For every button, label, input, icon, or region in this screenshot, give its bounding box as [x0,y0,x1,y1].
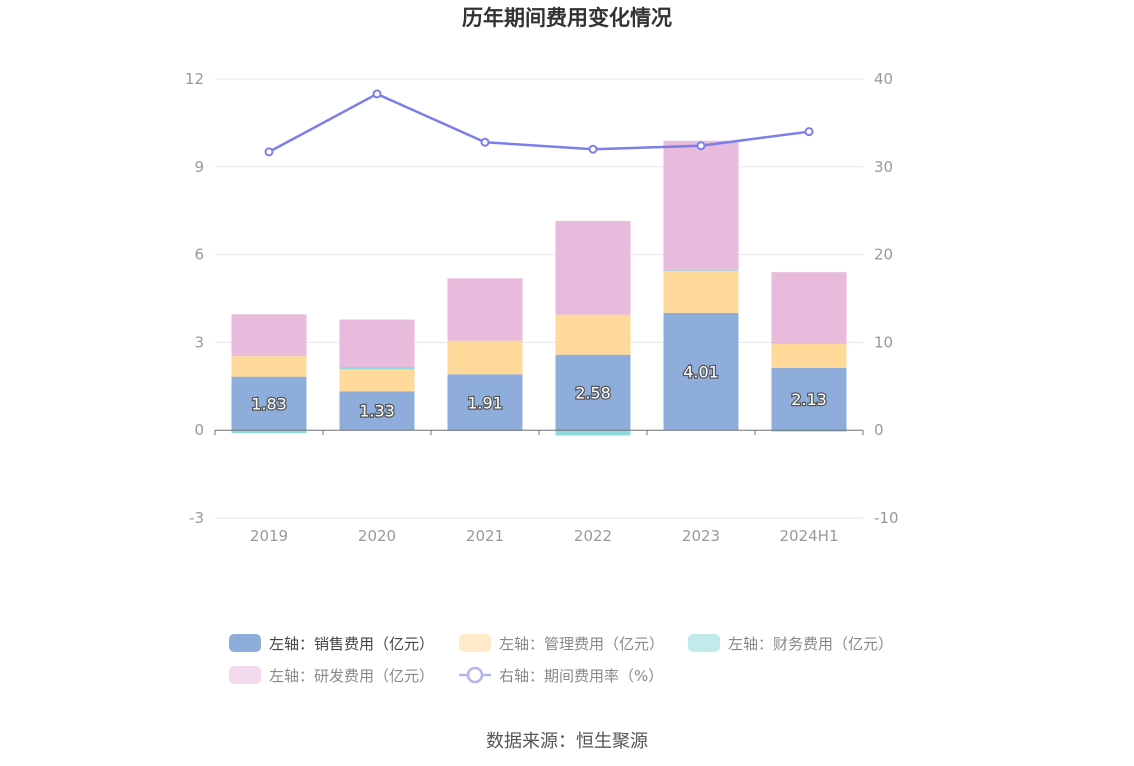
legend-label: 左轴：财务费用（亿元） [728,635,893,653]
legend-item-admin[interactable]: 左轴：管理费用（亿元） [459,634,664,653]
x-tick-label: 2020 [358,527,396,545]
legend-label: 右轴：期间费用率（%） [499,667,663,685]
bar-finance [663,270,739,271]
legend-swatch [459,634,491,652]
bar-admin [771,343,847,368]
line-layer [264,89,814,157]
y-left-tick-label: 0 [194,421,204,439]
bar-finance [771,430,847,432]
data-label-sales: 1.33 [359,402,395,421]
y-left-tick-label: 9 [194,158,204,176]
bar-admin [339,369,415,392]
data-label-sales: 2.58 [575,383,611,402]
bar-rnd [447,278,523,341]
y-left-tick-label: 6 [194,246,204,264]
legend-item-finance[interactable]: 左轴：财务费用（亿元） [688,634,893,653]
y-left-tick-label: 12 [185,70,204,88]
bar-rnd [771,272,847,344]
x-tick-label: 2019 [250,527,288,545]
bar-sales [771,367,847,431]
y-right-tick-label: -10 [874,509,899,527]
legend-label: 左轴：管理费用（亿元） [499,635,664,653]
legend-swatch [688,634,720,652]
point-rate [372,89,382,99]
legend-swatch [229,666,261,684]
bar-sales [447,374,523,431]
point-rate [588,144,598,154]
grid-layer [215,78,863,519]
bar-admin [447,340,523,375]
bar-sales [555,354,631,431]
bar-finance [339,366,415,370]
data-label-sales: 1.83 [251,394,287,413]
x-tick-label: 2024H1 [780,527,839,545]
x-tick-label: 2021 [466,527,504,545]
bar-rnd [555,220,631,315]
point-rate [696,141,706,151]
legend-item-sales[interactable]: 左轴：销售费用（亿元） [229,634,434,653]
legend-swatch [229,634,261,652]
point-rate [804,127,814,137]
data-label-sales: 4.01 [683,363,719,382]
y-right-tick-label: 40 [874,70,893,88]
line-rate [268,92,810,153]
bar-rnd [663,140,739,271]
legend-item-rnd[interactable]: 左轴：研发费用（亿元） [229,666,434,685]
bar-finance [555,430,631,436]
bar-finance [231,430,307,434]
bar-admin [663,270,739,313]
point-rate [264,147,274,157]
bar-admin [231,356,307,377]
legend-label: 左轴：研发费用（亿元） [269,667,434,685]
legend-swatch-point [466,666,484,684]
y-left-tick-label: 3 [194,333,204,351]
legend-item-rate[interactable]: 右轴：期间费用率（%） [459,666,663,685]
label-layer: 1.83 1.33 1.91 2.58 4.01 2.13 [250,361,828,422]
data-label-sales: 1.91 [467,393,503,412]
bar-rnd [339,319,415,367]
x-tick-label: 2023 [682,527,720,545]
bar-sales [339,391,415,431]
legend-label: 左轴：销售费用（亿元） [269,635,434,653]
point-rate [480,137,490,147]
legend: 左轴：销售费用（亿元） 左轴：管理费用（亿元） 左轴：财务费用（亿元） 左轴：研发费用… [229,634,893,685]
x-tick-label: 2022 [574,527,612,545]
y-right-tick-label: 20 [874,246,893,264]
bar-sales [663,312,739,431]
y-right-tick-label: 30 [874,158,893,176]
source-note: 数据来源：恒生聚源 [486,731,648,752]
y-right-tick-label: 0 [874,421,884,439]
chart-title: 历年期间费用变化情况 [462,6,672,30]
bar-rnd [231,314,307,357]
data-label-sales: 2.13 [791,390,827,409]
bar-layer [231,140,847,436]
y-left-tick-label: -3 [189,509,204,527]
bar-sales [231,376,307,431]
axis-layer: -3 0 3 6 9 12 -10 0 10 20 30 40 2019 2020 2021 2022 2023… [185,70,899,545]
y-right-tick-label: 10 [874,333,893,351]
bar-admin [555,314,631,355]
